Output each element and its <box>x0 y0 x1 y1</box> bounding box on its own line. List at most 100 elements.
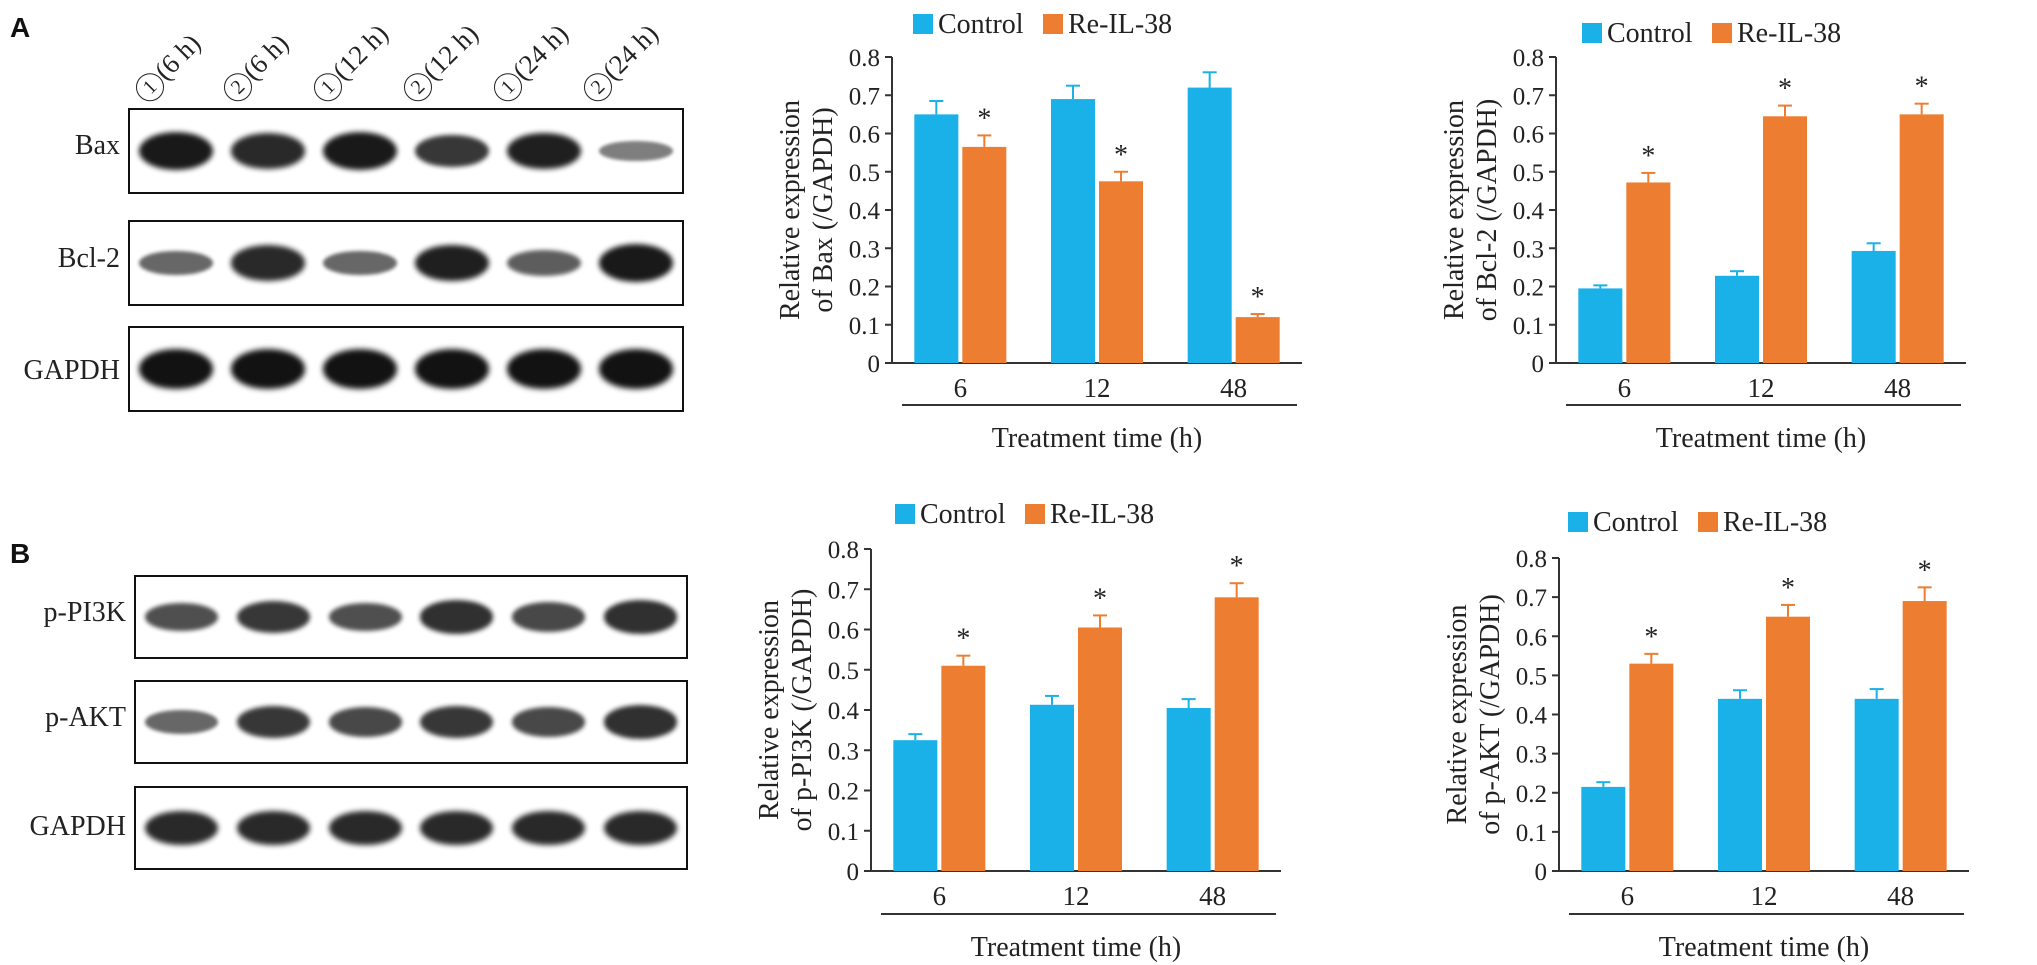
significance-star: * <box>1093 583 1107 614</box>
blot-band <box>323 131 397 170</box>
chart-p-akt: 0 0.1 0.2 0.3 0.4 0.5 0.6 0.7 0.8 Relative expres… <box>1442 507 1969 963</box>
bar <box>1766 616 1810 871</box>
y-axis-label: Relative expressionof p-PI3K (/GAPDH) <box>754 589 818 832</box>
blot-band <box>328 707 402 737</box>
blot-label-bcl2: Bcl-2 <box>57 243 120 274</box>
y-tick-label: 0.8 <box>1513 45 1544 72</box>
y-axis-label-line2: of p-AKT (/GAPDH) <box>1475 594 1506 835</box>
legend-swatch <box>1025 504 1045 524</box>
y-tick-label: 0.5 <box>1516 663 1547 690</box>
bar <box>1235 317 1280 363</box>
blot-label-p-pi3k: p-PI3K <box>43 597 126 628</box>
bar <box>1581 786 1626 871</box>
bar <box>1099 181 1143 363</box>
bar <box>1854 698 1899 871</box>
lane-label: 1(6 h) <box>128 28 207 107</box>
y-tick-label: 0.6 <box>1516 624 1547 651</box>
x-axis-label: Treatment time (h) <box>1656 423 1866 454</box>
panel-label-b: B <box>10 538 31 569</box>
y-tick-label: 0.1 <box>849 313 880 340</box>
bar <box>914 114 959 363</box>
y-axis-label: Relative expressionof Bcl-2 (/GAPDH) <box>1439 99 1503 321</box>
y-tick-label: 0.1 <box>828 819 859 846</box>
y-tick-label: 0.8 <box>849 45 880 72</box>
x-tick-label: 12 <box>1063 881 1090 911</box>
y-tick-label: 0.7 <box>1516 585 1547 612</box>
blot-band <box>145 810 219 846</box>
blot-label-gapdh-b: GAPDH <box>29 811 126 842</box>
bar <box>1763 116 1807 363</box>
blot-band <box>511 707 586 737</box>
y-tick-label: 0.4 <box>828 698 860 725</box>
y-axis-label-line1: Relative expression <box>775 100 806 320</box>
y-axis-label-line1: Relative expression <box>1439 100 1470 320</box>
y-tick-label: 0.3 <box>849 236 880 263</box>
blot-band <box>511 810 586 846</box>
blot-band <box>231 133 305 169</box>
y-tick-label: 0.2 <box>1516 781 1547 808</box>
y-tick-label: 0.6 <box>1513 122 1544 149</box>
blot-band <box>236 706 311 738</box>
significance-star: * <box>1918 555 1932 586</box>
legend-label: Control <box>1607 18 1693 49</box>
x-tick-label: 12 <box>1751 881 1778 911</box>
lane-label: 2(24 h) <box>576 18 665 107</box>
y-tick-label: 0.2 <box>849 275 880 302</box>
y-tick-label: 0.5 <box>849 160 880 187</box>
bar <box>893 740 938 871</box>
y-axis-label: Relative expressionof Bax (/GAPDH) <box>775 100 839 320</box>
legend-swatch <box>1043 14 1063 34</box>
lane-label: 1(24 h) <box>486 18 575 107</box>
legend-swatch <box>913 14 933 34</box>
lane-label: 1(12 h) <box>306 18 395 107</box>
legend-swatch <box>1712 23 1732 43</box>
bar <box>1715 275 1759 363</box>
bar <box>1030 704 1074 871</box>
bar <box>1626 182 1671 363</box>
x-axis-label: Treatment time (h) <box>1659 932 1869 963</box>
bar <box>1718 698 1762 871</box>
x-tick-label: 12 <box>1084 373 1111 403</box>
significance-star: * <box>977 103 991 134</box>
lane-label: 2(6 h) <box>216 28 295 107</box>
blot-band <box>328 810 402 846</box>
bar <box>1051 99 1095 363</box>
lane-label: 2(12 h) <box>396 18 485 107</box>
y-tick-label: 0.3 <box>828 738 859 765</box>
y-axis-label-line1: Relative expression <box>1442 604 1473 824</box>
y-axis-label: Relative expressionof p-AKT (/GAPDH) <box>1442 594 1506 835</box>
blot-bax <box>128 108 684 194</box>
y-tick-label: 0.2 <box>828 779 859 806</box>
blot-band <box>603 600 677 634</box>
y-tick-label: 0.5 <box>828 658 859 685</box>
blot-band <box>323 349 397 389</box>
y-tick-label: 0.1 <box>1513 313 1544 340</box>
y-axis-label-line2: of Bax (/GAPDH) <box>808 107 839 312</box>
blot-label-p-akt: p-AKT <box>45 702 126 733</box>
blot-band <box>139 250 213 276</box>
legend-swatch <box>1568 512 1588 532</box>
bar <box>1851 250 1896 363</box>
blot-band <box>599 243 673 282</box>
legend-label: Re-IL-38 <box>1050 499 1154 530</box>
significance-star: * <box>1230 551 1244 582</box>
blot-band <box>236 810 311 846</box>
significance-star: * <box>1915 72 1929 103</box>
blot-band <box>145 710 219 734</box>
blot-p-pi3k <box>134 575 688 659</box>
y-tick-label: 0 <box>1535 859 1548 886</box>
blot-band <box>507 250 581 276</box>
bar <box>1629 663 1674 871</box>
blot-band <box>420 810 494 846</box>
y-tick-label: 0.7 <box>828 577 859 604</box>
blot-band <box>420 706 494 738</box>
y-tick-label: 0.7 <box>849 83 880 110</box>
y-tick-label: 0.8 <box>828 537 859 564</box>
y-tick-label: 0 <box>1532 351 1545 378</box>
legend-label: Control <box>938 9 1024 40</box>
x-tick-label: 48 <box>1220 373 1247 403</box>
blot-band <box>603 705 677 739</box>
blot-label-bax: Bax <box>74 130 120 161</box>
blot-band <box>599 140 673 162</box>
blot-band <box>415 134 489 168</box>
